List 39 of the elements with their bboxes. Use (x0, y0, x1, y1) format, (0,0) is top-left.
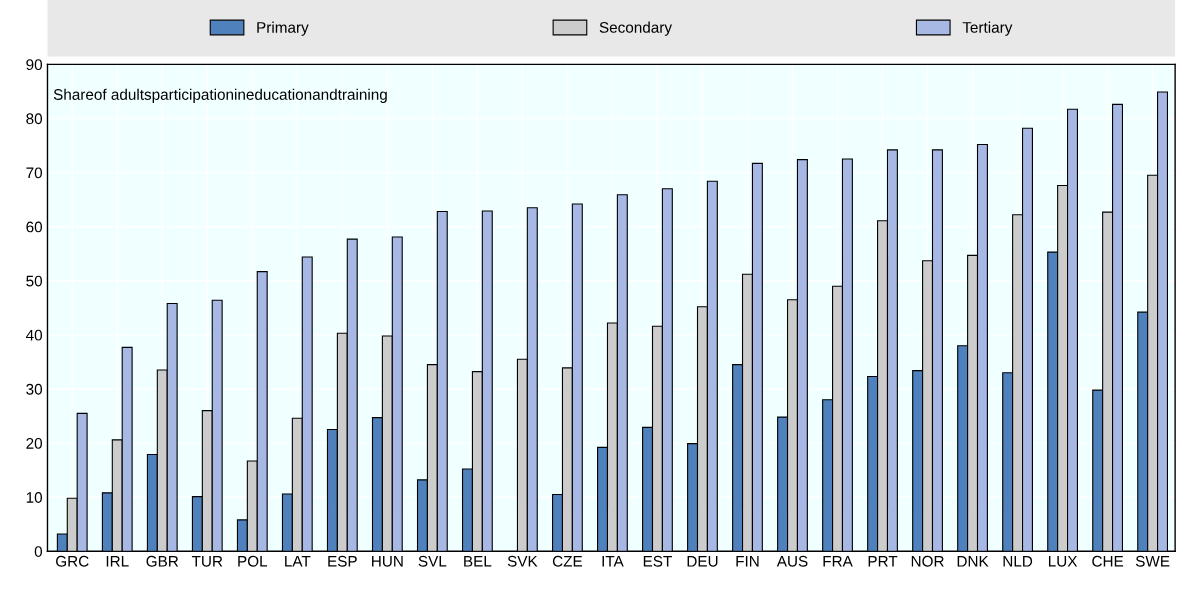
x-tick-label: EST (643, 555, 672, 567)
x-tick-label: NLD (1003, 556, 1033, 567)
legend-label: Primary (257, 21, 309, 36)
x-tick-label: CZE (552, 555, 583, 567)
x-tick-label: GRC (56, 555, 89, 567)
x-tick-label: DEU (687, 556, 718, 567)
x-tick-label: LAT (285, 556, 311, 567)
y-tick-label: 60 (26, 221, 43, 233)
x-tick-label: DNK (957, 556, 989, 567)
x-tick-label: HUN (372, 556, 403, 567)
x-tick-label: GBR (146, 555, 179, 567)
annotation: Shareof adultsparticipationineducationandtraining (53, 88, 387, 103)
x-tick-label: SVK (507, 555, 538, 567)
x-tick-label: CHE (1092, 555, 1124, 567)
x-tick-label: FRA (823, 556, 853, 567)
legend-label: Secondary (599, 21, 672, 36)
y-tick-label: 30 (26, 383, 43, 395)
x-tick-label: NOR (911, 555, 944, 567)
y-tick-label: 70 (26, 167, 43, 179)
x-tick-label: ESP (328, 555, 357, 567)
x-tick-label: PRT (868, 556, 898, 567)
x-tick-label: SVL (418, 555, 447, 567)
x-tick-label: TUR (191, 556, 223, 567)
y-tick-label: 0 (34, 546, 43, 557)
x-tick-label: FIN (736, 556, 759, 567)
x-tick-label: AUS (776, 555, 808, 567)
x-tick-label: POL (238, 555, 268, 567)
x-tick-label: BEL (464, 556, 492, 567)
y-tick-label: 50 (26, 275, 43, 287)
y-tick-label: 20 (26, 437, 43, 449)
x-tick-label: ITA (602, 556, 624, 567)
legend-label: Tertiary (962, 21, 1013, 36)
y-tick-label: 40 (25, 329, 43, 341)
y-tick-label: 10 (26, 492, 43, 503)
x-tick-label: IRL (106, 556, 129, 567)
x-tick-label: LUX (1048, 556, 1078, 567)
y-tick-label: 80 (26, 113, 43, 125)
x-tick-label: SWE (1135, 555, 1170, 567)
y-tick-label: 90 (26, 59, 43, 71)
